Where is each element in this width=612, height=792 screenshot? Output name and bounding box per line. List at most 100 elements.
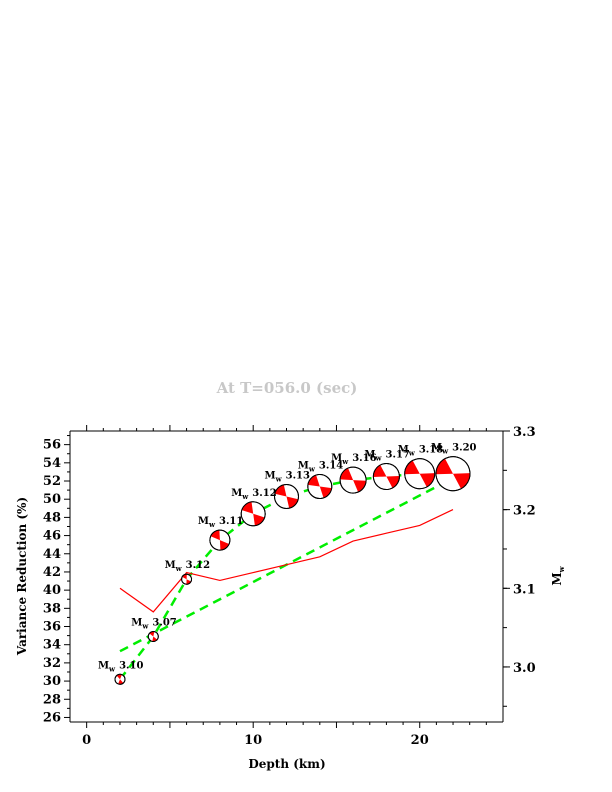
beachball-rim (181, 573, 193, 585)
y2-axis-label-main: M (550, 572, 564, 585)
mw-label-value: 3.11 (219, 516, 243, 527)
mw-label-m: M (98, 660, 109, 671)
mw-label: Mw 3.14 (298, 460, 344, 473)
y-tick-label: 36 (43, 620, 61, 635)
beachball (339, 466, 367, 494)
mw-label: Mw 3.12 (165, 560, 211, 573)
beachball-rim (209, 529, 231, 551)
mw-label-value: 3.20 (452, 443, 476, 454)
y-tick-label: 56 (43, 438, 61, 453)
mw-label: Mw 3.10 (98, 660, 144, 673)
beachball-rim (435, 456, 471, 492)
y-axis-label: Variance Reduction (%) (15, 497, 29, 656)
beachball-lobe (353, 480, 367, 493)
beachball-lobe (116, 674, 122, 680)
y-tick-label: 46 (43, 529, 61, 544)
y-tick-label: 28 (43, 692, 61, 707)
y-tick-label: 44 (43, 547, 61, 562)
mw-label-value: 3.16 (352, 453, 376, 464)
y-tick-label: 32 (43, 656, 61, 671)
beachball (181, 573, 193, 585)
y-tick-label: 54 (43, 456, 61, 471)
mw-label-m: M (265, 470, 276, 481)
mw-label-m: M (131, 618, 142, 629)
beachball (435, 456, 471, 492)
beachball-lobe (253, 513, 265, 526)
beachball (404, 458, 436, 490)
mw-label-value: 3.13 (286, 470, 310, 481)
mw-label: Mw 3.11 (198, 516, 243, 529)
y2-tick-label: 3.3 (513, 425, 536, 440)
chart-title: At T=056.0 (sec) (216, 379, 358, 397)
beachball-lobe (241, 501, 254, 514)
series-line-mw (119, 509, 454, 613)
mw-label-m: M (331, 453, 342, 464)
y-tick-label: 42 (43, 565, 61, 580)
beachball-rim (274, 484, 299, 509)
mw-label-sub: w (441, 447, 449, 456)
y2-tick-label: 3.2 (513, 504, 536, 519)
x-tick-label: 20 (411, 733, 429, 748)
mw-label-sub: w (308, 464, 316, 473)
beachball (274, 484, 299, 509)
mw-label: Mw 3.17 (364, 449, 410, 462)
beachball-lobe (286, 496, 299, 509)
mw-label-m: M (431, 443, 442, 454)
beachball-lobe (307, 475, 320, 487)
mw-label-sub: w (141, 622, 149, 631)
beachball-lobe (319, 486, 332, 498)
mw-label-value: 3.12 (252, 488, 276, 499)
mw-label-m: M (398, 445, 409, 456)
y2-tick-label: 3.1 (513, 582, 536, 597)
beachball-rim (147, 631, 159, 642)
beachball-rim (404, 458, 436, 490)
mw-label-m: M (298, 460, 309, 471)
y2-axis-label-sub: w (557, 565, 566, 573)
mw-label-sub: w (108, 664, 116, 673)
beachball-lobe (340, 468, 354, 481)
beachball-lobe (118, 679, 124, 685)
mw-label-m: M (198, 516, 209, 527)
beachball-lobe (274, 484, 287, 497)
beachball (307, 474, 333, 499)
x-tick-label: 10 (244, 733, 262, 748)
mw-label-sub: w (375, 453, 383, 462)
y-tick-label: 40 (43, 583, 61, 598)
beachball-lobe (219, 540, 230, 551)
y-tick-label: 30 (43, 674, 61, 689)
mw-label-sub: w (208, 520, 216, 529)
mw-label-sub: w (275, 474, 283, 483)
mw-label: Mw 3.16 (331, 453, 377, 466)
y-tick-label: 38 (43, 601, 61, 616)
mw-label-value: 3.17 (386, 449, 410, 460)
mw-label: Mw 3.18 (398, 445, 444, 458)
mw-label: Mw 3.07 (131, 618, 177, 631)
mw-label-sub: w (175, 564, 183, 573)
mw-label: Mw 3.13 (265, 470, 311, 483)
mw-label-value: 3.18 (419, 445, 443, 456)
beachball-rim (339, 466, 367, 494)
mw-label-sub: w (341, 457, 349, 466)
y-tick-label: 50 (43, 492, 61, 507)
mw-label: Mw 3.20 (431, 443, 477, 456)
beachball-lobe (210, 530, 220, 541)
y2-axis-label: Mw (550, 565, 566, 585)
axis-ticks: 26 28 30 32 34 36 38 40 42 44 46 48 50 52 54 56 3.0 3.1 3.… (43, 425, 536, 748)
beachball-rim (240, 501, 266, 527)
beachball (209, 529, 231, 551)
mw-label-sub: w (241, 492, 249, 501)
mw-label-value: 3.12 (186, 560, 210, 571)
mw-label-value: 3.14 (319, 460, 343, 471)
beachball (114, 673, 126, 685)
mw-label: Mw 3.12 (231, 488, 277, 501)
mw-label-m: M (165, 560, 176, 571)
y-tick-label: 26 (43, 710, 61, 725)
y-tick-label: 34 (43, 638, 61, 653)
beachball (240, 501, 266, 527)
mw-label-value: 3.07 (152, 618, 176, 629)
y-tick-label: 52 (43, 474, 61, 489)
y-tick-label: 48 (43, 510, 61, 525)
beachball (147, 631, 159, 642)
